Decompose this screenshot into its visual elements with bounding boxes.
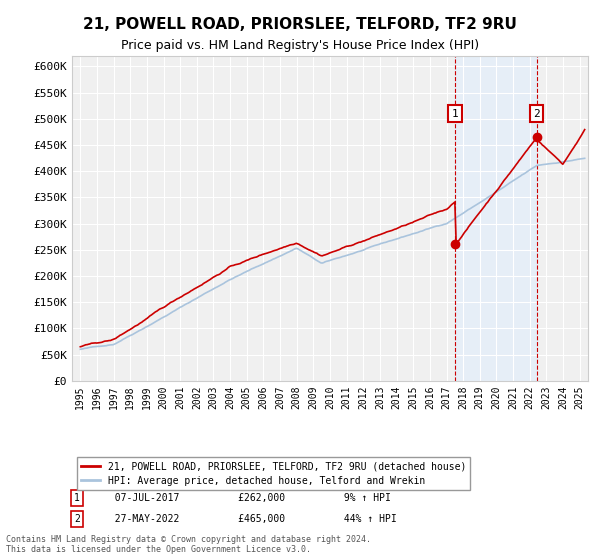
Text: 1: 1 — [74, 493, 80, 503]
Text: 2: 2 — [533, 109, 540, 119]
Text: 1: 1 — [452, 109, 458, 119]
Text: 2: 2 — [74, 514, 80, 524]
Text: Price paid vs. HM Land Registry's House Price Index (HPI): Price paid vs. HM Land Registry's House … — [121, 39, 479, 52]
Text: 07-JUL-2017          £262,000          9% ↑ HPI: 07-JUL-2017 £262,000 9% ↑ HPI — [103, 493, 391, 503]
Text: 27-MAY-2022          £465,000          44% ↑ HPI: 27-MAY-2022 £465,000 44% ↑ HPI — [103, 514, 397, 524]
Text: Contains HM Land Registry data © Crown copyright and database right 2024.
This d: Contains HM Land Registry data © Crown c… — [6, 535, 371, 554]
Bar — [455, 56, 536, 381]
Text: 21, POWELL ROAD, PRIORSLEE, TELFORD, TF2 9RU: 21, POWELL ROAD, PRIORSLEE, TELFORD, TF2… — [83, 17, 517, 32]
Legend: 21, POWELL ROAD, PRIORSLEE, TELFORD, TF2 9RU (detached house), HPI: Average pric: 21, POWELL ROAD, PRIORSLEE, TELFORD, TF2… — [77, 457, 470, 490]
